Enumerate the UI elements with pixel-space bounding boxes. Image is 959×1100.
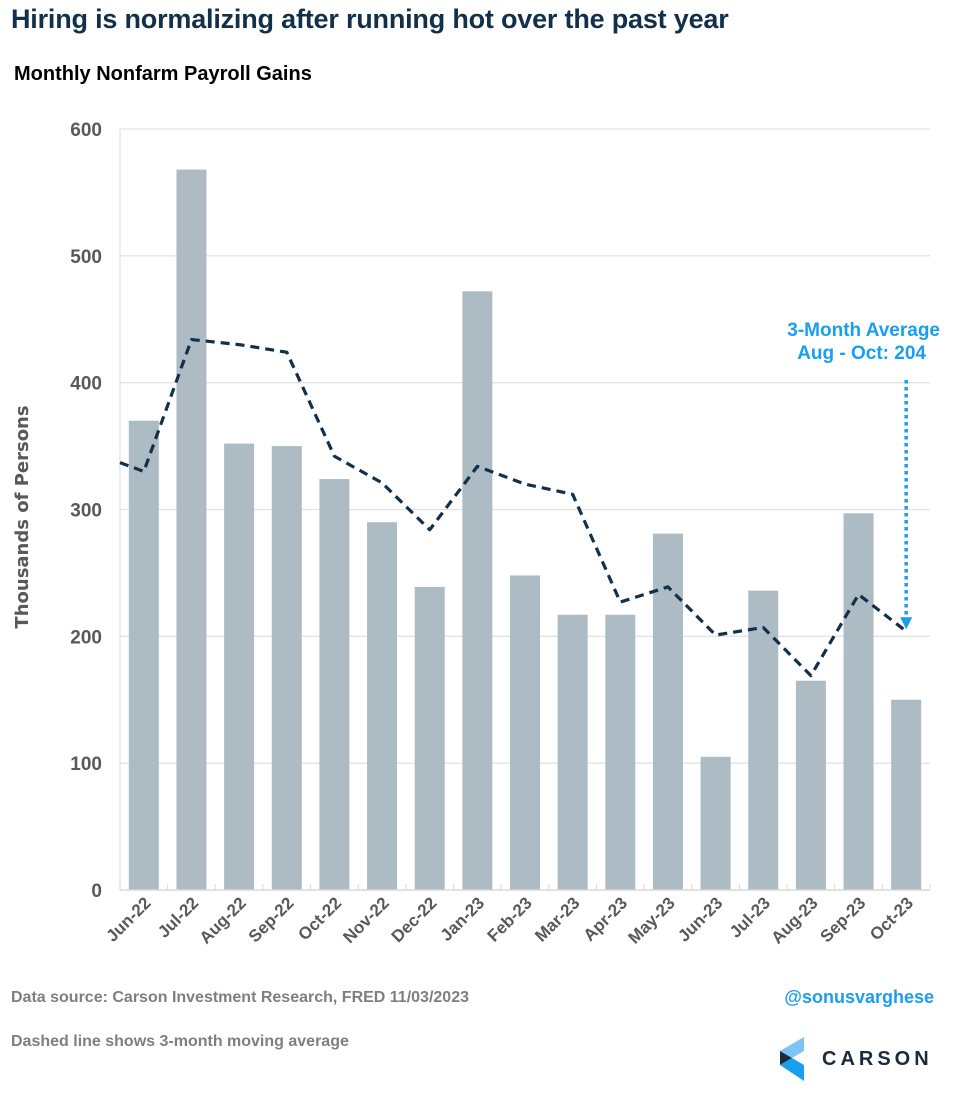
annotation-arrow-head xyxy=(900,617,913,630)
bar-Aug-22 xyxy=(224,443,255,890)
chart-subtitle: Monthly Nonfarm Payroll Gains xyxy=(14,63,312,85)
bar-May-23 xyxy=(652,533,683,890)
bar-Dec-22 xyxy=(414,586,445,890)
x-tick-label-Feb-23: Feb-23 xyxy=(484,893,536,945)
y-tick-label-0: 0 xyxy=(91,881,102,902)
x-tick-label-Nov-22: Nov-22 xyxy=(339,893,393,947)
bar-Nov-22 xyxy=(367,522,398,890)
x-tick-label-Sep-23: Sep-23 xyxy=(817,893,870,946)
y-tick-label-100: 100 xyxy=(70,754,102,775)
x-axis-tick-labels: Jun-22 Jul-22Aug-22Sep-22Oct-22Nov-22Dec-… xyxy=(102,893,917,947)
annotation-line-1: 3-Month Average xyxy=(787,320,940,341)
x-tick-label-Oct-23: Oct-23 xyxy=(866,893,917,944)
bar-Jul-23 xyxy=(748,590,779,890)
annotation-line-2: Aug - Oct: 204 xyxy=(797,343,926,364)
y-tick-label-500: 500 xyxy=(70,247,102,268)
annotation: 3-Month Average Aug - Oct: 204 xyxy=(787,320,940,630)
y-tick-label-300: 300 xyxy=(70,501,102,522)
x-tick-label-Mar-23: Mar-23 xyxy=(531,893,583,945)
x-tick-label-Apr-23: Apr-23 xyxy=(580,893,632,945)
x-tick-label-Sep-22: Sep-22 xyxy=(245,893,298,946)
bar-Aug-23 xyxy=(795,680,826,890)
x-tick-label-May-23: May-23 xyxy=(625,893,679,947)
bar-series xyxy=(128,169,922,890)
x-tick-label-Aug-22: Aug-22 xyxy=(196,893,250,947)
moving-average-series xyxy=(119,337,908,678)
x-tick-label-Jun-23: Jun-23 xyxy=(674,893,726,945)
carson-chevron-logo-icon xyxy=(780,1037,804,1081)
y-axis-ticks: 0 100 200 300 400 500 600 xyxy=(70,120,102,902)
y-axis-label: Thousands of Persons xyxy=(12,405,33,628)
bar-Oct-23 xyxy=(891,699,922,890)
bar-Feb-23 xyxy=(510,575,540,890)
y-tick-label-400: 400 xyxy=(70,374,102,395)
bar-Jul-22 xyxy=(176,169,207,890)
x-tick-label-Aug-23: Aug-23 xyxy=(768,893,822,947)
bar-Sep-22 xyxy=(271,446,302,890)
y-tick-label-200: 200 xyxy=(70,627,102,648)
carson-logo-text: CARSON xyxy=(822,1048,933,1070)
carson-logo: CARSON xyxy=(780,1037,940,1083)
x-tick-label-Jan-23: Jan-23 xyxy=(437,893,489,945)
moving-average-line xyxy=(119,337,908,678)
bar-Jan-23 xyxy=(462,291,493,890)
bar-Sep-23 xyxy=(843,513,874,890)
moving-average-note: Dashed line shows 3-month moving average xyxy=(11,1033,349,1050)
twitter-handle-link[interactable]: @sonusvarghese xyxy=(784,987,934,1007)
x-tick-label-Dec-22: Dec-22 xyxy=(388,893,441,946)
x-tick-label-Oct-22: Oct-22 xyxy=(294,893,345,944)
bar-Jun-23 xyxy=(700,756,731,890)
chart-title: Hiring is normalizing after running hot … xyxy=(11,4,729,34)
bar-Apr-23 xyxy=(605,614,636,890)
bar-Mar-23 xyxy=(557,614,588,890)
bar-Oct-22 xyxy=(319,479,350,890)
data-source-note: Data source: Carson Investment Research,… xyxy=(11,989,469,1006)
x-axis xyxy=(119,884,931,891)
x-tick-label-Jun-22: Jun-22 xyxy=(102,893,154,945)
bar-Jun-22 xyxy=(128,420,159,890)
y-tick-label-600: 600 xyxy=(70,120,102,141)
